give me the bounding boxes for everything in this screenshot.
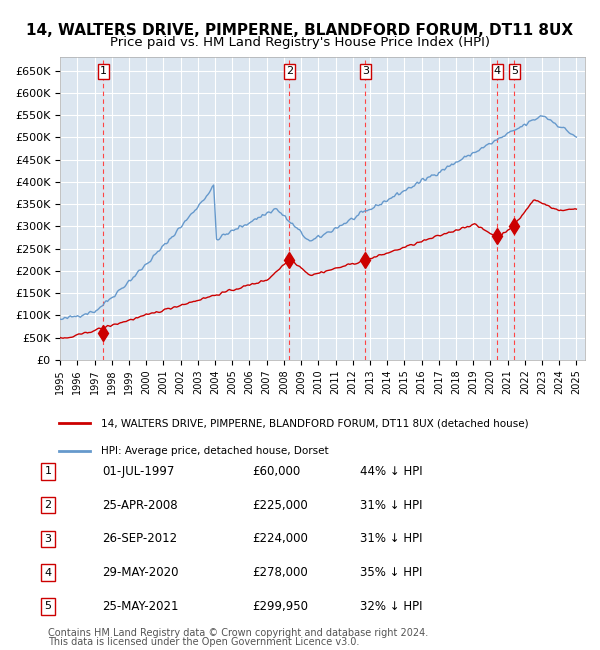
Text: Price paid vs. HM Land Registry's House Price Index (HPI): Price paid vs. HM Land Registry's House … (110, 36, 490, 49)
Text: 4: 4 (494, 66, 501, 76)
Text: This data is licensed under the Open Government Licence v3.0.: This data is licensed under the Open Gov… (48, 637, 359, 647)
Text: HPI: Average price, detached house, Dorset: HPI: Average price, detached house, Dors… (101, 446, 328, 456)
Text: 1: 1 (44, 466, 52, 476)
Text: 25-APR-2008: 25-APR-2008 (102, 499, 178, 512)
Text: 25-MAY-2021: 25-MAY-2021 (102, 600, 179, 613)
Text: 1: 1 (100, 66, 107, 76)
Text: Contains HM Land Registry data © Crown copyright and database right 2024.: Contains HM Land Registry data © Crown c… (48, 629, 428, 638)
Text: 5: 5 (44, 601, 52, 612)
Text: 4: 4 (44, 567, 52, 578)
Text: 14, WALTERS DRIVE, PIMPERNE, BLANDFORD FORUM, DT11 8UX: 14, WALTERS DRIVE, PIMPERNE, BLANDFORD F… (26, 23, 574, 38)
Text: 44% ↓ HPI: 44% ↓ HPI (360, 465, 422, 478)
Text: 32% ↓ HPI: 32% ↓ HPI (360, 600, 422, 613)
Text: £299,950: £299,950 (252, 600, 308, 613)
Text: £278,000: £278,000 (252, 566, 308, 579)
Text: £224,000: £224,000 (252, 532, 308, 545)
Text: 14, WALTERS DRIVE, PIMPERNE, BLANDFORD FORUM, DT11 8UX (detached house): 14, WALTERS DRIVE, PIMPERNE, BLANDFORD F… (101, 419, 529, 428)
Text: 29-MAY-2020: 29-MAY-2020 (102, 566, 179, 579)
Text: 5: 5 (511, 66, 518, 76)
Text: 3: 3 (362, 66, 369, 76)
Text: £60,000: £60,000 (252, 465, 300, 478)
Text: 31% ↓ HPI: 31% ↓ HPI (360, 532, 422, 545)
Text: 01-JUL-1997: 01-JUL-1997 (102, 465, 175, 478)
Text: 35% ↓ HPI: 35% ↓ HPI (360, 566, 422, 579)
Text: 26-SEP-2012: 26-SEP-2012 (102, 532, 177, 545)
Text: 31% ↓ HPI: 31% ↓ HPI (360, 499, 422, 512)
Text: 2: 2 (286, 66, 293, 76)
Text: £225,000: £225,000 (252, 499, 308, 512)
Text: 3: 3 (44, 534, 52, 544)
Text: 2: 2 (44, 500, 52, 510)
